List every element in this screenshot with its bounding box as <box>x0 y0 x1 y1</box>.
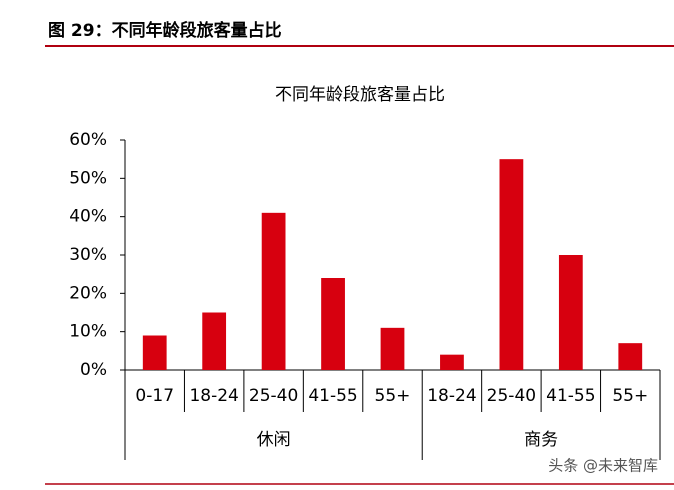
watermark: 头条 @未来智库 <box>548 457 658 475</box>
group-label: 商务 <box>524 430 558 450</box>
figure-header: 图 29：不同年龄段旅客量占比 <box>48 20 282 41</box>
y-tick-label: 40% <box>69 207 107 227</box>
bar <box>440 354 464 370</box>
x-tick-label: 0-17 <box>135 386 174 406</box>
x-tick-label: 25-40 <box>487 386 536 406</box>
chart-title: 不同年龄段旅客量占比 <box>275 85 445 105</box>
y-tick-label: 30% <box>69 245 107 265</box>
bar <box>618 343 643 370</box>
x-tick-label: 41-55 <box>546 386 595 406</box>
group-label: 休闲 <box>257 430 291 450</box>
bar <box>499 159 524 370</box>
x-tick-label: 41-55 <box>308 386 357 406</box>
x-tick-label: 25-40 <box>249 386 298 406</box>
y-tick-label: 60% <box>69 130 107 150</box>
x-tick-label: 55+ <box>375 386 411 406</box>
bar <box>261 212 286 370</box>
y-tick-label: 0% <box>80 360 107 380</box>
bar <box>202 312 227 370</box>
bar <box>142 335 167 370</box>
bar <box>321 278 345 370</box>
bar <box>558 255 583 370</box>
y-tick-label: 50% <box>69 168 107 188</box>
x-tick-label: 55+ <box>612 386 648 406</box>
y-tick-label: 10% <box>69 322 107 342</box>
x-tick-label: 18-24 <box>427 386 476 406</box>
x-tick-label: 18-24 <box>189 386 238 406</box>
y-tick-label: 20% <box>69 283 107 303</box>
bar <box>380 327 405 370</box>
